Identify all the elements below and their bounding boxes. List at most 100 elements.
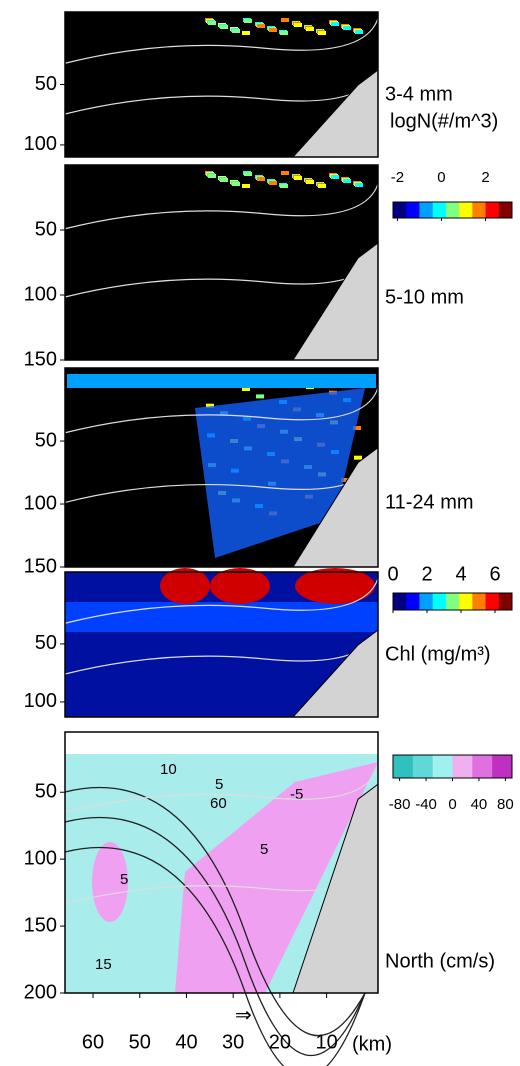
colorbar-tick-label: 2 [421,563,432,585]
field-cell [294,176,302,180]
field-patch [175,762,378,993]
field-cell [256,394,264,399]
field-cell [341,478,349,482]
field-cell [257,177,265,181]
y-tick-label: 100 [24,847,57,869]
y-tick-label: 100 [24,690,57,712]
colorbar-swatch [432,202,447,218]
field-cell [355,183,363,187]
y-tick-label: 50 [35,218,57,240]
field-cell [355,30,363,34]
colorbar-swatch [498,593,513,610]
panel-label: 5-10 mm [385,286,464,308]
contour-label: 15 [95,956,112,973]
contour-line [64,786,366,1037]
field-cell [294,23,302,27]
x-tick-label: 60 [82,1031,104,1053]
contour-label: 60 [210,795,227,812]
y-tick-label: 50 [35,73,57,95]
colorbar-tick-label: 80 [497,796,514,813]
field-cell [244,172,252,176]
colorbar-swatch [485,202,500,218]
contour-label: 5 [120,871,128,888]
contour-label: 5 [260,841,268,858]
field-cell [208,21,216,25]
field-cell [353,426,361,430]
field-cell [331,175,339,179]
x-tick-label: 20 [269,1031,291,1053]
y-tick-label: 150 [24,914,57,936]
field-cell [280,31,288,35]
x-tick-label: 40 [175,1031,197,1053]
isoline [64,183,379,230]
field-patch [67,374,376,388]
colorbar-swatch [445,593,460,610]
colorbar-tick-label: -80 [389,796,411,813]
field-patch [65,602,378,632]
field-cell [244,19,252,23]
colorbar-swatch [419,593,434,610]
x-tick-label: 50 [129,1031,151,1053]
colorbar-swatch [406,593,420,610]
colorbar-swatch [472,755,493,778]
x-tick-label: 10 [315,1031,337,1053]
y-tick-label: 50 [35,632,57,654]
field-cell [343,179,351,183]
y-tick-label: 50 [35,429,57,451]
colorbar-swatch [393,593,407,610]
field-patch [65,732,378,754]
field-cell [232,29,240,33]
field-cell [206,403,214,408]
colorbar-swatch [432,755,453,778]
colorbar-tick-label: 40 [471,796,488,813]
field-cell [306,180,314,184]
isoline [64,578,379,624]
colorbar-tick-label: -40 [415,796,437,813]
colorbar-swatch [432,593,447,610]
field-cell [343,26,351,30]
colorbar-tick-label: 0 [448,796,456,813]
colorbar-swatch [492,755,513,778]
contour-label: -5 [290,786,303,803]
y-tick-label: 100 [24,492,57,514]
colorbar-swatch [498,202,513,218]
y-tick-label: 100 [24,133,57,155]
field-cell [220,25,228,29]
colorbar-label: logN(#/m^3) [390,110,498,132]
field-cell [281,18,289,22]
field-cell [331,22,339,26]
colorbar-frame [392,201,513,219]
field-cell [232,182,240,186]
colorbar-swatch [485,593,500,610]
field-cell [269,181,277,185]
colorbar-swatch [459,593,473,610]
x-tick-label: 30 [222,1031,244,1053]
y-tick-label: 100 [24,283,57,305]
colorbar-swatch [452,755,473,778]
field-cell [257,24,265,28]
field-patch [92,842,128,922]
field-patch [295,568,375,604]
colorbar-swatch [459,202,473,218]
y-tick-label: 150 [24,555,57,577]
colorbar-swatch [472,593,487,610]
colorbar-swatch [445,202,460,218]
colorbar-swatch [406,202,420,218]
isoline [64,387,379,434]
field-cell [208,174,216,178]
field-cell [242,31,250,35]
y-tick-label: 200 [24,981,57,1003]
colorbar-tick-label: 0 [387,563,398,585]
panel-label: 11-24 mm [385,491,474,513]
colorbar-swatch [393,755,414,778]
field-patch [195,388,365,558]
isoline [64,767,379,813]
colorbar-frame [392,592,513,611]
field-cell [280,184,288,188]
panel-frame [64,571,379,718]
panel-label: North (cm/s) [385,950,495,972]
isoline [64,18,379,64]
colorbar-tick-label: -2 [391,169,404,186]
field-cell [269,28,277,32]
